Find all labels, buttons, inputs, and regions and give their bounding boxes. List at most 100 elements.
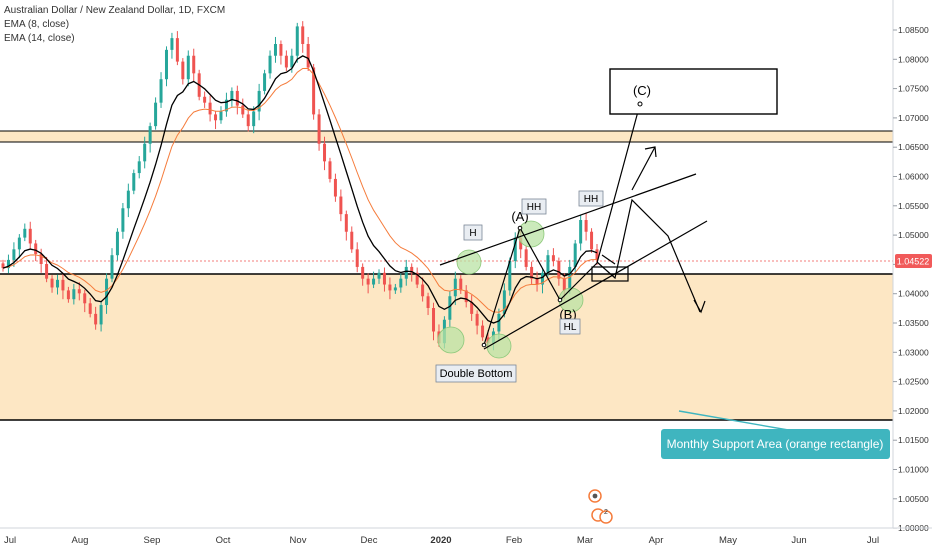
candle-body xyxy=(415,272,419,285)
candle-body xyxy=(410,266,414,273)
price-tick-label: 1.01500 xyxy=(898,435,929,445)
candle-body xyxy=(301,26,305,44)
candle-body xyxy=(535,278,539,285)
bull-arrow-shaft xyxy=(631,146,656,191)
candle-body xyxy=(513,237,517,262)
lower-trendline xyxy=(483,220,708,350)
wave-labels: (A) (B) (C) xyxy=(511,83,651,322)
candle-body xyxy=(404,266,408,279)
chart-legend: Australian Dollar / New Zealand Dollar, … xyxy=(4,4,225,46)
candle-body xyxy=(393,287,397,291)
upper-trendline xyxy=(439,173,697,266)
price-tick-label: 1.00500 xyxy=(898,494,929,504)
candle-body xyxy=(115,231,119,256)
candle-body xyxy=(557,261,561,279)
candle-body xyxy=(148,126,152,144)
candle-body xyxy=(214,114,218,121)
candle-body xyxy=(448,296,452,320)
highlight-circles xyxy=(437,220,584,359)
candle-body xyxy=(45,264,49,279)
indicator-ema14[interactable]: EMA (14, close) xyxy=(4,33,75,44)
pullback-tick xyxy=(601,254,616,265)
event-icon-3[interactable] xyxy=(599,510,613,524)
candle-body xyxy=(132,173,136,191)
last-price-label: 1.04522 xyxy=(897,257,930,267)
h-tag: H xyxy=(469,228,476,239)
candle-body xyxy=(344,214,348,232)
candle-body xyxy=(12,249,16,260)
price-tick-label: 1.03000 xyxy=(898,347,929,357)
entry-box[interactable] xyxy=(591,266,629,282)
price-tick-label: 1.08000 xyxy=(898,54,929,64)
candle-body xyxy=(328,161,332,179)
time-tick-label: Feb xyxy=(506,535,522,546)
chart-title: Australian Dollar / New Zealand Dollar, … xyxy=(4,5,226,16)
candle-body xyxy=(333,178,337,197)
candle-body xyxy=(224,99,228,112)
event-icons[interactable]: 2 xyxy=(588,489,613,524)
double-bottom-tag: Double Bottom xyxy=(440,368,513,380)
wave-a-point xyxy=(517,225,523,231)
candle-body xyxy=(568,266,572,291)
candle-body xyxy=(508,261,512,291)
candle-body xyxy=(55,279,59,288)
time-tick-label: May xyxy=(719,535,737,546)
event-icon-1-dot xyxy=(592,493,598,499)
time-axis[interactable]: Jul Aug Sep Oct Nov Dec 2020 Feb Mar Apr May Jun Jul xyxy=(4,535,879,546)
candle-body xyxy=(579,220,583,244)
candle-body xyxy=(323,143,327,162)
tag-labels: H HH HH HL Double Bottom xyxy=(435,190,604,383)
h-circle xyxy=(456,249,482,275)
wave-start-point xyxy=(481,342,487,348)
target-box[interactable] xyxy=(609,68,778,115)
price-axis[interactable]: 1.08500 1.08000 1.07500 1.07000 1.06500 1.060… xyxy=(893,25,929,533)
candle-body xyxy=(519,237,523,250)
annotation-lines xyxy=(439,103,708,350)
candle-body xyxy=(502,290,506,314)
price-tick-label: 1.06500 xyxy=(898,142,929,152)
candle-body xyxy=(235,90,239,106)
double-bottom-circle-2 xyxy=(486,333,512,359)
candle-body xyxy=(39,254,43,264)
candle-body xyxy=(186,55,190,80)
hh-circle-1 xyxy=(517,220,545,248)
double-bottom-tag-box xyxy=(435,364,517,383)
event-count: 2 xyxy=(604,509,608,516)
candle-body xyxy=(279,44,283,56)
candle-body xyxy=(426,296,430,308)
candle-body xyxy=(584,220,588,232)
time-tick-label: Apr xyxy=(649,535,664,546)
time-tick-label: Mar xyxy=(577,535,593,546)
candle-body xyxy=(164,49,168,80)
target-point xyxy=(637,101,643,107)
candle-body xyxy=(273,44,277,56)
price-tick-label: 1.02000 xyxy=(898,406,929,416)
indicator-ema8[interactable]: EMA (8, close) xyxy=(4,19,70,30)
candle-body xyxy=(159,79,163,103)
candle-body xyxy=(339,196,343,215)
candle-body xyxy=(421,284,425,297)
wave-b-point xyxy=(557,297,563,303)
candle-body xyxy=(17,237,21,250)
projection-path xyxy=(596,198,701,313)
callout-box[interactable] xyxy=(661,429,890,459)
candle-body xyxy=(110,255,114,279)
candle-body xyxy=(464,290,468,303)
candle-body xyxy=(34,243,38,255)
candle-body xyxy=(350,231,354,250)
hl-tag-box xyxy=(559,318,581,335)
candle-body xyxy=(541,272,545,285)
candle-body xyxy=(317,114,321,144)
candle-body xyxy=(1,263,5,269)
hl-tag: HL xyxy=(564,322,577,333)
candle-body xyxy=(453,278,457,297)
callout-text: Monthly Support Area (orange rectangle) xyxy=(667,437,884,451)
candle-body xyxy=(241,105,245,115)
candle-body xyxy=(361,266,365,279)
ema14-line xyxy=(2,67,597,313)
candle-body xyxy=(284,55,288,68)
candle-body xyxy=(470,302,474,314)
price-tick-label: 1.04000 xyxy=(898,289,929,299)
time-tick-label: Oct xyxy=(216,535,231,546)
